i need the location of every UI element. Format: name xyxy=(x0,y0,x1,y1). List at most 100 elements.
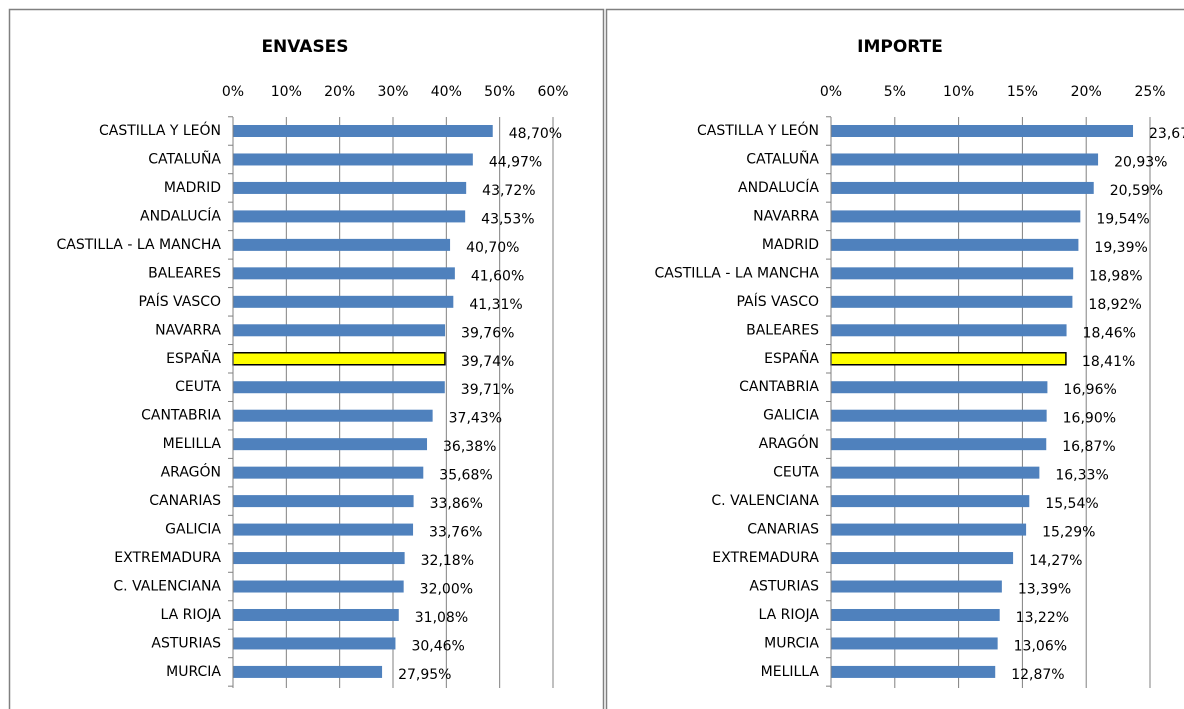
bar xyxy=(831,409,1047,422)
bar xyxy=(233,637,396,650)
bar xyxy=(233,552,405,565)
value-label: 13,22% xyxy=(1016,610,1069,626)
value-label: 12,87% xyxy=(1011,667,1064,683)
category-label: BALEARES xyxy=(746,322,819,338)
category-label: CEUTA xyxy=(175,379,221,395)
bar xyxy=(233,523,414,536)
category-label: MURCIA xyxy=(166,664,221,680)
bar xyxy=(233,608,399,621)
chart-title: IMPORTE xyxy=(857,37,943,57)
category-label: ARAGÓN xyxy=(759,434,819,452)
value-label: 18,98% xyxy=(1089,268,1142,284)
bar xyxy=(233,125,493,137)
category-label: CANTABRIA xyxy=(739,379,819,395)
x-tick-label: 20% xyxy=(324,84,355,100)
value-label: 35,68% xyxy=(439,468,492,484)
bar xyxy=(233,153,473,166)
bar xyxy=(831,324,1067,337)
bar xyxy=(233,466,424,479)
value-label: 18,41% xyxy=(1082,354,1135,370)
category-label: ARAGÓN xyxy=(161,463,221,481)
value-label: 16,96% xyxy=(1063,382,1116,398)
bar xyxy=(831,637,998,650)
panel-frame xyxy=(605,8,1184,709)
value-label: 16,90% xyxy=(1063,411,1116,427)
value-label: 19,54% xyxy=(1096,211,1149,227)
category-label: NAVARRA xyxy=(753,208,819,224)
category-label: CANARIAS xyxy=(747,522,819,538)
x-tick-label: 10% xyxy=(943,84,974,100)
value-label: 41,60% xyxy=(471,268,524,284)
value-label: 16,87% xyxy=(1062,439,1115,455)
bar xyxy=(831,665,996,678)
category-label: MELILLA xyxy=(163,436,222,452)
bar xyxy=(831,552,1014,565)
category-label: NAVARRA xyxy=(155,322,221,338)
category-label: MADRID xyxy=(164,180,221,196)
value-label: 44,97% xyxy=(489,154,542,170)
value-label: 36,38% xyxy=(443,439,496,455)
value-label: 14,27% xyxy=(1029,553,1082,569)
bar xyxy=(233,495,414,508)
bar xyxy=(233,381,445,394)
bar xyxy=(831,580,1002,593)
category-label: PAÍS VASCO xyxy=(736,293,819,310)
category-label: CASTILLA Y LEÓN xyxy=(99,121,221,139)
value-label: 23,67% xyxy=(1149,126,1184,142)
bar xyxy=(831,181,1094,194)
value-label: 43,53% xyxy=(481,211,534,227)
value-label: 13,39% xyxy=(1018,582,1071,598)
category-label: EXTREMADURA xyxy=(114,550,221,566)
category-label: MELILLA xyxy=(761,664,820,680)
bar xyxy=(233,238,451,251)
chart-title: ENVASES xyxy=(261,37,348,57)
x-tick-label: 20% xyxy=(1071,84,1102,100)
category-label: CATALUÑA xyxy=(746,150,819,167)
category-label: C. VALENCIANA xyxy=(113,579,221,595)
bar xyxy=(233,665,383,678)
category-label: GALICIA xyxy=(165,522,221,538)
bar xyxy=(232,352,446,366)
category-label: ASTURIAS xyxy=(749,579,819,595)
category-label: GALICIA xyxy=(763,408,819,424)
value-label: 48,70% xyxy=(509,126,562,142)
x-tick-label: 25% xyxy=(1134,84,1165,100)
category-label: ESPAÑA xyxy=(764,350,819,367)
value-label: 20,59% xyxy=(1110,183,1163,199)
bar xyxy=(831,295,1073,308)
value-label: 32,18% xyxy=(421,553,474,569)
x-tick-label: 40% xyxy=(431,84,462,100)
x-tick-label: 15% xyxy=(1007,84,1038,100)
category-label: CANARIAS xyxy=(149,493,221,509)
bar xyxy=(831,381,1048,394)
bar xyxy=(233,324,446,337)
value-label: 33,86% xyxy=(430,496,483,512)
value-label: 18,46% xyxy=(1083,325,1136,341)
category-label: CASTILLA Y LEÓN xyxy=(697,121,819,139)
value-label: 19,39% xyxy=(1094,240,1147,256)
value-label: 41,31% xyxy=(469,297,522,313)
x-tick-label: 0% xyxy=(222,84,244,100)
bar xyxy=(233,409,433,422)
category-label: ESPAÑA xyxy=(166,350,221,367)
value-label: 31,08% xyxy=(415,610,468,626)
category-label: CANTABRIA xyxy=(141,408,221,424)
value-label: 40,70% xyxy=(466,240,519,256)
bar xyxy=(233,580,404,593)
category-label: CASTILLA - LA MANCHA xyxy=(56,237,221,253)
category-label: CASTILLA - LA MANCHA xyxy=(654,265,819,281)
bar xyxy=(831,608,1000,621)
bar xyxy=(831,466,1040,479)
bar xyxy=(831,153,1099,166)
bar xyxy=(233,181,467,194)
x-tick-label: 0% xyxy=(820,84,842,100)
value-label: 15,29% xyxy=(1042,525,1095,541)
value-label: 39,74% xyxy=(461,354,514,370)
bar xyxy=(831,523,1027,536)
value-label: 13,06% xyxy=(1014,638,1067,654)
category-label: LA RIOJA xyxy=(161,607,222,623)
category-label: ASTURIAS xyxy=(151,635,221,651)
category-label: MADRID xyxy=(762,237,819,253)
value-label: 43,72% xyxy=(482,183,535,199)
